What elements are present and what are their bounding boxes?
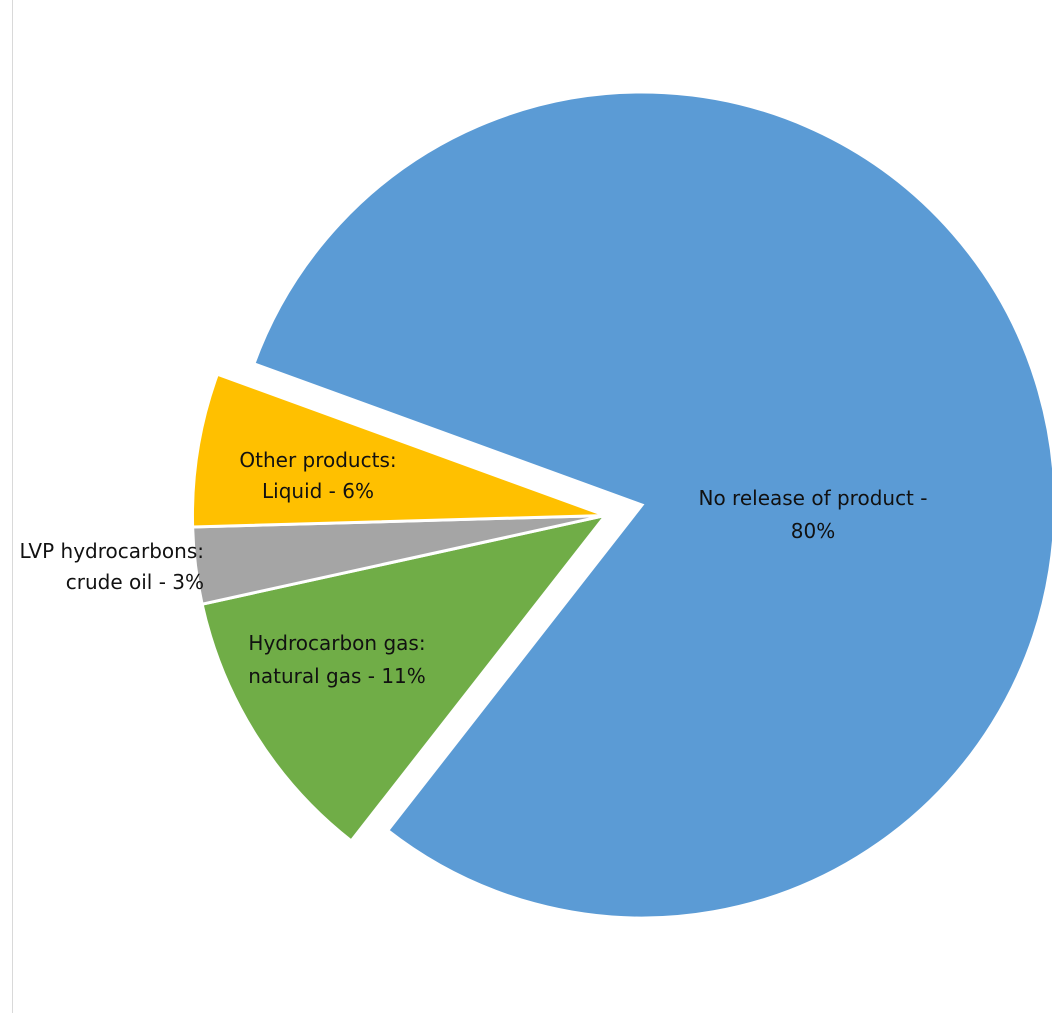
chart-frame-border	[12, 0, 13, 1013]
pie-label-line: crude oil - 3%	[66, 570, 204, 594]
pie-label-no-release: No release of product - 80%	[699, 486, 928, 543]
pie-label-hydrocarbon-gas: Hydrocarbon gas: natural gas - 11%	[248, 631, 426, 688]
pie-slices	[190, 90, 1052, 920]
pie-label-line: Liquid - 6%	[262, 479, 374, 503]
pie-label-line: Hydrocarbon gas:	[248, 631, 425, 655]
pie-slice-other-liquid	[190, 372, 606, 529]
pie-label-lvp-crude: LVP hydrocarbons: crude oil - 3%	[19, 539, 204, 594]
pie-label-other-liquid: Other products: Liquid - 6%	[239, 448, 396, 503]
pie-slice-hydrocarbon-gas	[200, 513, 610, 844]
pie-label-line: No release of product -	[699, 486, 928, 510]
pie-slice-no-release	[251, 90, 1052, 920]
pie-label-line: natural gas - 11%	[248, 664, 426, 688]
pie-label-line: LVP hydrocarbons:	[19, 539, 204, 563]
pie-label-line: 80%	[791, 519, 835, 543]
pie-label-line: Other products:	[239, 448, 396, 472]
pie-labels: No release of product - 80% Hydrocarbon ga…	[19, 448, 927, 688]
